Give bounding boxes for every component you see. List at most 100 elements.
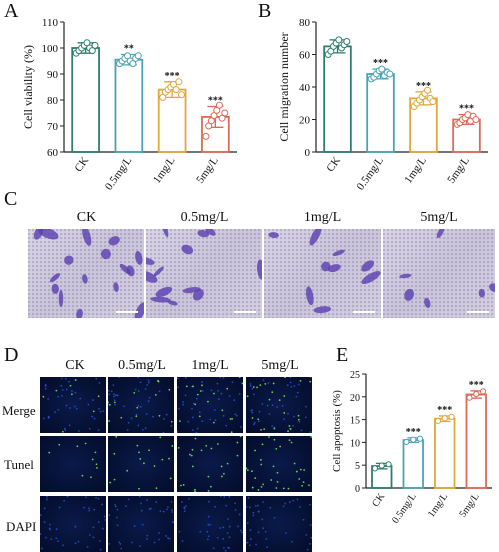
- tunel-signal: [231, 417, 234, 420]
- nucleus: [119, 543, 122, 545]
- nucleus: [85, 496, 87, 499]
- tunel-signal: [251, 486, 254, 489]
- tunel-signal: [194, 403, 197, 406]
- nucleus: [292, 415, 295, 418]
- nucleus: [227, 546, 230, 549]
- nucleus: [61, 394, 63, 397]
- nucleus: [214, 505, 216, 508]
- stained-cell: [51, 283, 59, 294]
- y-tick-label: 20: [350, 393, 360, 404]
- fluorescence-image-tunel-0: [40, 436, 106, 492]
- nucleus: [57, 408, 60, 411]
- stained-cell: [64, 255, 74, 265]
- nucleus: [269, 506, 272, 509]
- y-tick-label: 10: [350, 438, 360, 449]
- nucleus: [225, 504, 228, 507]
- nucleus: [158, 532, 160, 534]
- nucleus: [249, 383, 252, 385]
- nucleus: [216, 382, 219, 385]
- nucleus: [241, 531, 243, 534]
- nucleus: [252, 511, 255, 514]
- y-tick-label: 20: [299, 115, 311, 127]
- nucleus: [238, 513, 241, 516]
- tunel-signal: [246, 467, 248, 470]
- data-point: [472, 116, 480, 123]
- tunel-signal: [115, 436, 118, 438]
- nucleus: [292, 424, 294, 427]
- x-tick-label: CK: [370, 491, 387, 509]
- nucleus: [140, 509, 143, 512]
- tunel-signal: [257, 418, 260, 421]
- nucleus: [44, 384, 47, 386]
- stained-cell: [424, 297, 431, 309]
- stained-cell: [135, 250, 143, 265]
- tunel-signal: [180, 484, 182, 487]
- nucleus: [297, 383, 300, 386]
- fluorescence-image-merge-2: [177, 377, 243, 433]
- nucleus: [207, 523, 210, 526]
- significance-mark: **: [124, 44, 134, 55]
- nucleus: [144, 427, 147, 430]
- nucleus: [208, 500, 210, 503]
- nucleus: [148, 508, 151, 511]
- stained-cell: [192, 288, 204, 301]
- stained-cell: [153, 266, 164, 277]
- tunel-signal: [154, 394, 157, 396]
- nucleus: [296, 498, 299, 501]
- tunel-signal: [61, 430, 64, 433]
- nucleus: [222, 377, 225, 379]
- tunel-signal: [303, 469, 306, 471]
- significance-mark: ***: [416, 81, 431, 92]
- data-point: [335, 36, 343, 44]
- nucleus: [309, 503, 311, 506]
- tunel-signal: [259, 384, 262, 387]
- x-tick-label: 1mg/L: [402, 155, 429, 186]
- scale-bar: [116, 311, 138, 313]
- x-tick-label: 0.5mg/L: [355, 155, 387, 190]
- nucleus: [114, 403, 116, 406]
- nucleus: [170, 425, 173, 427]
- tunel-signal: [95, 463, 98, 466]
- tunel-signal: [222, 472, 225, 475]
- nucleus: [216, 537, 219, 539]
- nucleus: [145, 413, 148, 415]
- micrograph-1mg: [264, 229, 381, 318]
- nucleus: [250, 538, 252, 540]
- nucleus: [234, 508, 237, 511]
- fluor-col-5: 5mg/L: [261, 358, 299, 373]
- tunel-signal: [159, 436, 162, 439]
- nucleus: [207, 515, 210, 518]
- tunel-signal: [298, 418, 300, 421]
- nucleus: [228, 536, 231, 539]
- bar: [114, 58, 144, 153]
- nucleus: [55, 537, 58, 540]
- nucleus: [289, 381, 292, 384]
- tunel-signal: [236, 454, 239, 457]
- nucleus: [149, 507, 152, 510]
- nucleus: [228, 525, 231, 528]
- nucleus: [61, 389, 64, 391]
- nucleus: [46, 498, 48, 501]
- nucleus: [112, 393, 115, 395]
- tunel-signal: [241, 382, 243, 385]
- nucleus: [116, 394, 119, 397]
- tunel-signal: [279, 445, 282, 448]
- nucleus: [282, 505, 285, 508]
- tunel-signal: [288, 425, 291, 427]
- nucleus: [201, 381, 203, 383]
- nucleus: [64, 427, 66, 430]
- tunel-signal: [275, 487, 278, 489]
- tunel-signal: [161, 458, 164, 461]
- bar: [402, 439, 424, 489]
- nucleus: [108, 403, 109, 406]
- nucleus: [71, 390, 73, 392]
- tunel-signal: [287, 430, 289, 433]
- nucleus: [246, 541, 248, 544]
- nucleus: [108, 542, 111, 545]
- tunel-signal: [260, 429, 262, 431]
- nucleus: [108, 393, 111, 396]
- nucleus: [207, 535, 210, 538]
- y-tick-label: 5: [355, 461, 360, 472]
- nucleus: [247, 497, 250, 499]
- nucleus: [86, 545, 89, 548]
